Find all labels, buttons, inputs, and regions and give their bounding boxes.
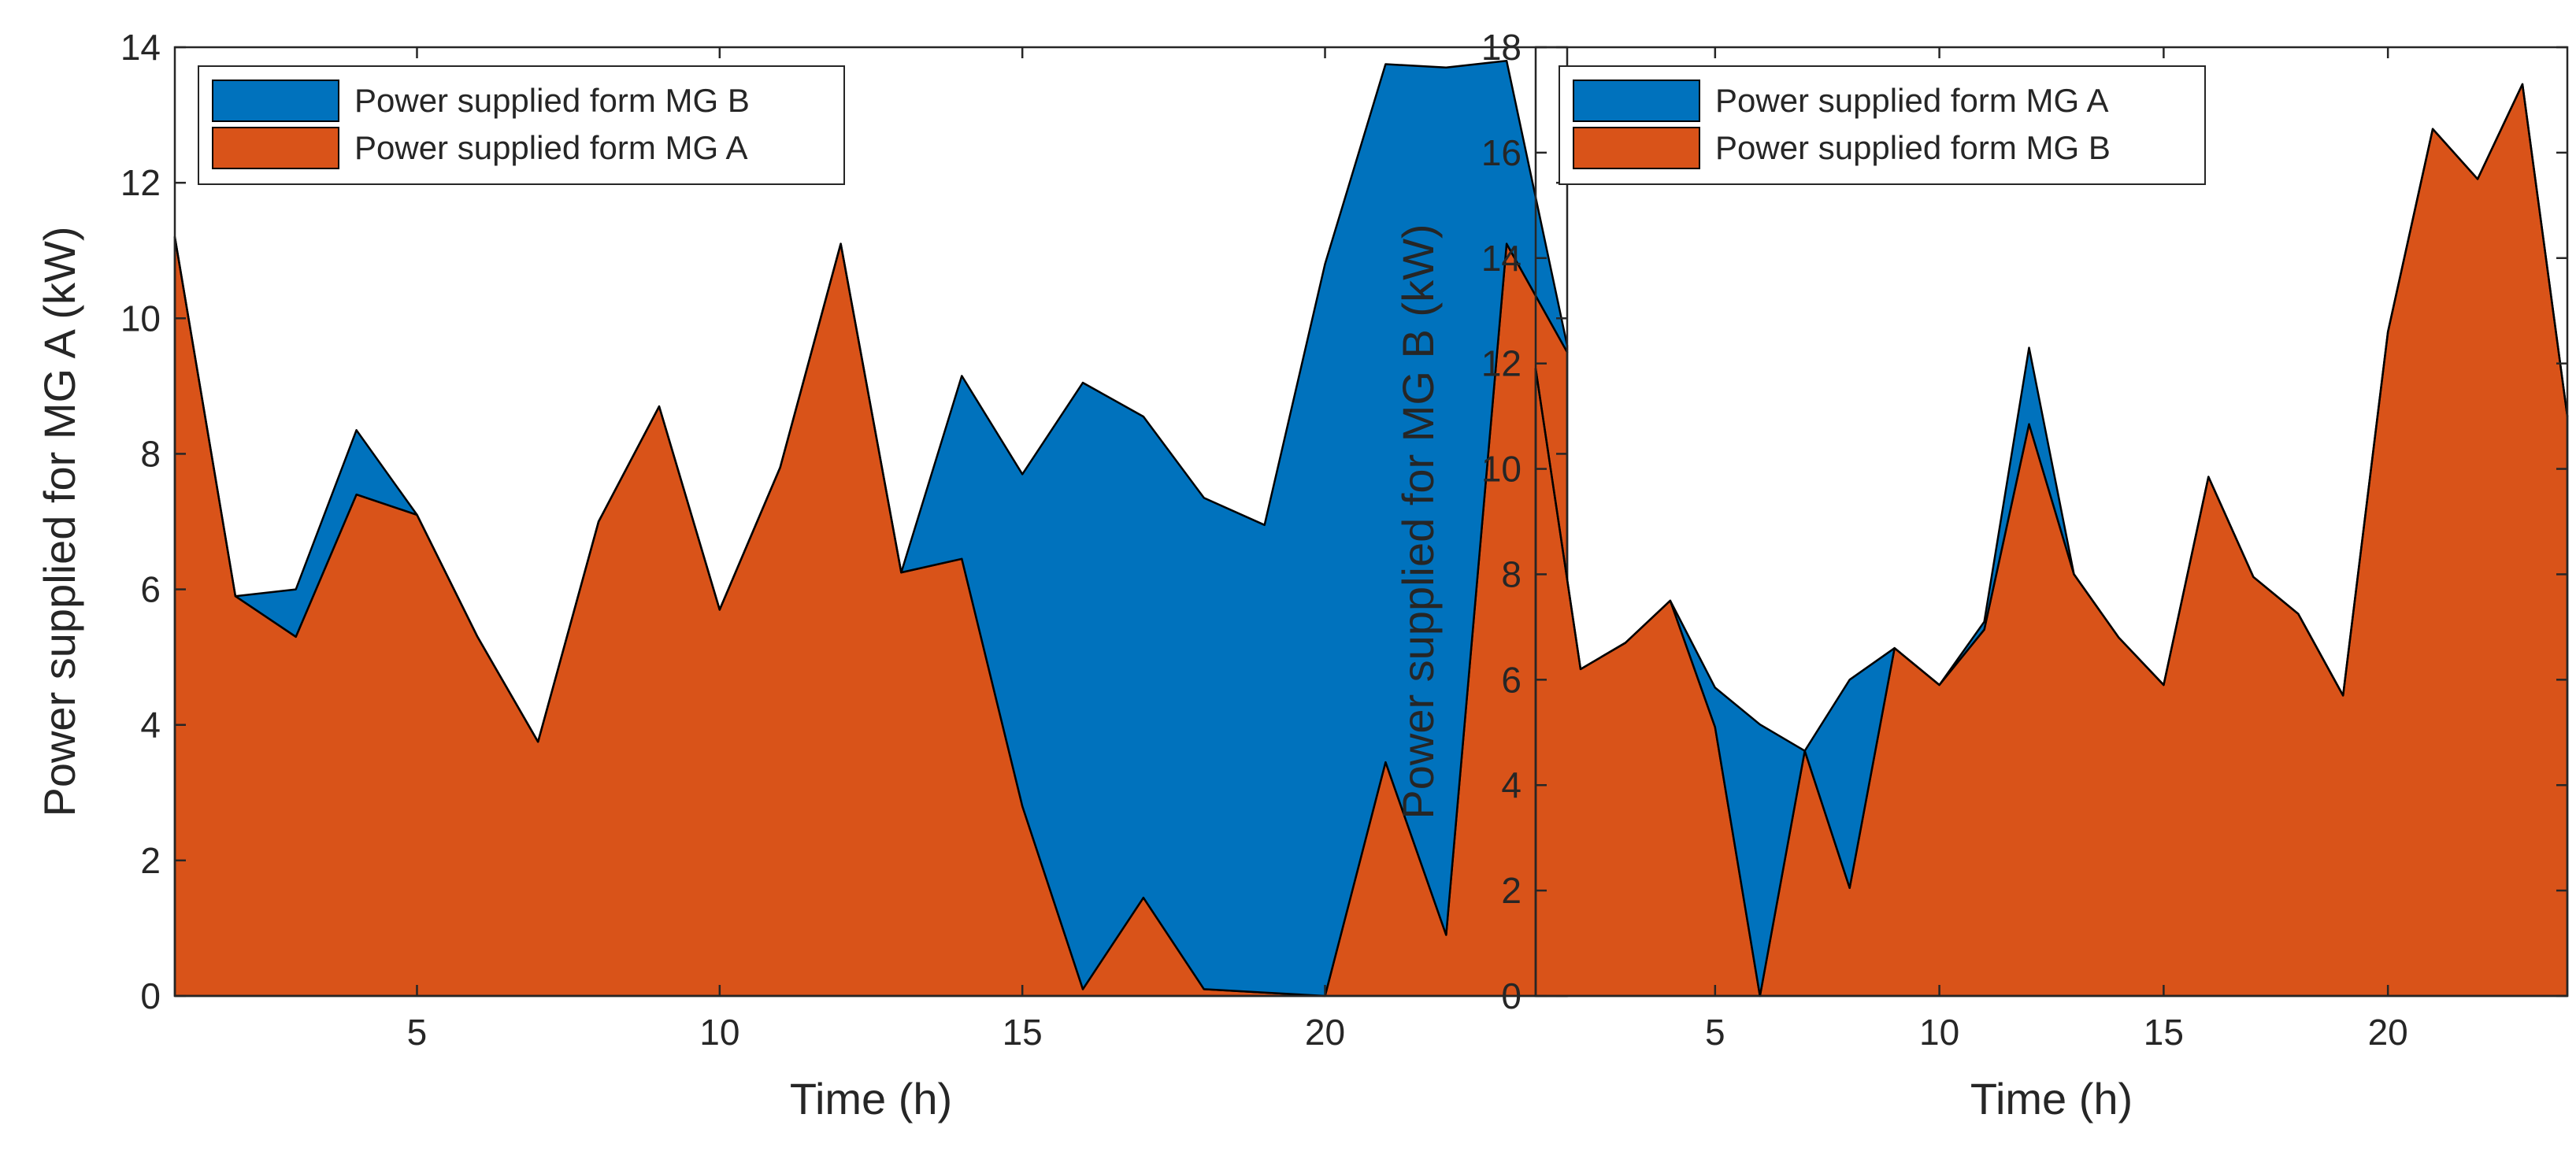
- chart-left-x-tick-label: 10: [699, 1012, 739, 1053]
- chart-left-x-tick-label: 20: [1305, 1012, 1345, 1053]
- chart-right-y-tick-label: 4: [1501, 764, 1522, 805]
- chart-right-legend: Power supplied form MG A Power supplied …: [1559, 65, 2206, 185]
- chart-right-y-tick-label: 6: [1501, 659, 1522, 700]
- chart-right-x-tick-label: 5: [1705, 1012, 1725, 1053]
- chart-left-y-tick-label: 10: [120, 298, 161, 339]
- chart-left-y-tick-label: 2: [140, 840, 161, 881]
- chart-right-y-tick-label: 10: [1481, 449, 1522, 490]
- chart-left-legend-swatch-mg-a: [212, 127, 339, 169]
- chart-right-y-tick-label: 12: [1481, 343, 1522, 384]
- chart-left-y-tick-label: 12: [120, 162, 161, 203]
- chart-right-y-tick-label: 18: [1481, 27, 1522, 68]
- chart-left-y-axis-label: Power supplied for MG A (kW): [35, 226, 84, 816]
- chart-left-x-tick-label: 15: [1003, 1012, 1043, 1053]
- chart-right-legend-label-mg-a: Power supplied form MG A: [1715, 82, 2109, 119]
- chart-left-y-axis: 0 2 4 6 8 10 12 14: [120, 27, 1567, 1016]
- chart-right-x-axis: 5 10 15 20: [1705, 47, 2408, 1053]
- chart-right-y-tick-label: 2: [1501, 870, 1522, 911]
- chart-left-legend-swatch-mg-b: [212, 80, 339, 122]
- chart-right-y-axis: 0 2 4 6 8 10 12 14 16 18: [1481, 27, 2567, 1016]
- chart-left-x-tick-label: 5: [407, 1012, 428, 1053]
- chart-right-legend-swatch-mg-b: [1573, 127, 1700, 169]
- chart-left-legend: Power supplied form MG B Power supplied …: [198, 65, 845, 185]
- chart-left-legend-label-mg-a: Power supplied form MG A: [354, 129, 748, 166]
- chart-right-y-tick-label: 16: [1481, 132, 1522, 173]
- chart-right-y-tick-label: 0: [1501, 975, 1522, 1016]
- chart-right-x-tick-label: 20: [2368, 1012, 2408, 1053]
- chart-right-legend-label-mg-b: Power supplied form MG B: [1715, 129, 2111, 166]
- chart-left-areas: [173, 59, 1569, 998]
- chart-left-y-tick-label: 0: [140, 975, 161, 1016]
- chart-right-plot-frame: [1534, 46, 2569, 998]
- chart-right-legend-swatch-mg-a: [1573, 80, 1700, 122]
- chart-right-y-tick-label: 8: [1501, 553, 1522, 594]
- chart-left-y-tick-label: 4: [140, 705, 161, 746]
- chart-right-x-tick-label: 10: [1919, 1012, 1959, 1053]
- chart-left-plot-frame: [173, 46, 1569, 998]
- chart-right-y-tick-label: 14: [1481, 238, 1522, 279]
- chart-left-y-tick-label: 8: [140, 433, 161, 474]
- chart-left-y-tick-label: 6: [140, 569, 161, 610]
- chart-right-x-axis-label: Time (h): [1970, 1074, 2133, 1123]
- chart-left-x-axis: 5 10 15 20: [407, 47, 1345, 1053]
- chart-right-y-axis-label: Power supplied for MG B (kW): [1393, 224, 1443, 819]
- chart-left-y-tick-label: 14: [120, 27, 161, 68]
- chart-right: 5 10 15 20 0 2 4 6 8 10 12 14 16 18 Time (h) Power s…: [1393, 27, 2569, 1123]
- chart-right-x-tick-label: 15: [2144, 1012, 2184, 1053]
- chart-left-x-axis-label: Time (h): [790, 1074, 952, 1123]
- chart-left-legend-label-mg-b: Power supplied form MG B: [354, 82, 750, 119]
- chart-right-areas: [1534, 83, 2569, 998]
